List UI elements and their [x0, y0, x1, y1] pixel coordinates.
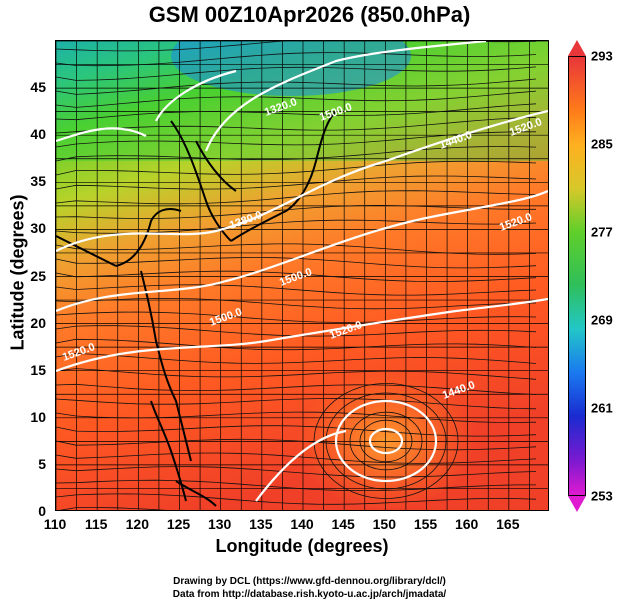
credit-drawing: Drawing by DCL (https://www.gfd-dennou.o…	[173, 576, 446, 587]
colorbar-tick-label: 253	[591, 488, 613, 504]
x-tick-label: 125	[166, 516, 191, 532]
x-tick-label: 145	[331, 516, 355, 532]
x-tick-label: 135	[249, 516, 273, 532]
cyclone-streamline	[325, 392, 447, 490]
cyclone-streamline	[359, 419, 413, 463]
streamline	[55, 438, 537, 451]
cyclone-streamline	[349, 411, 423, 471]
streamline	[55, 297, 537, 310]
map-plot-area: 1320.0 1380.0 1440.0 1500.0 1500.0 1500.0 1520…	[55, 16, 551, 519]
y-tick-label: 0	[38, 503, 46, 519]
streamline	[55, 338, 537, 351]
map-svg: 1320.01380.01440.01500.01500.01500.01520…	[55, 16, 551, 519]
streamline	[55, 160, 537, 176]
streamline	[55, 353, 537, 364]
streamline	[55, 397, 537, 410]
streamline	[55, 52, 537, 67]
colorbar-tick-label: 261	[591, 400, 613, 416]
streamline	[55, 479, 536, 491]
colorbar	[568, 56, 586, 496]
y-axis-label: Latitude (degrees)	[7, 194, 28, 351]
streamline	[55, 493, 537, 505]
streamline	[55, 90, 537, 108]
y-tick-label: 15	[30, 361, 46, 378]
y-tick-label: 40	[30, 126, 46, 143]
streamline	[55, 190, 537, 205]
y-tick-label: 35	[30, 173, 46, 190]
streamline	[55, 425, 537, 437]
colorbar-tick-label: 293	[591, 48, 613, 64]
x-tick-label: 155	[413, 516, 438, 532]
cyclone-streamline	[313, 382, 459, 499]
streamline	[55, 78, 537, 95]
x-tick-label: 140	[290, 516, 314, 532]
streamline	[55, 66, 537, 81]
x-tick-label: 120	[125, 516, 150, 532]
streamline	[55, 284, 537, 296]
streamline	[55, 116, 537, 134]
streamline	[55, 411, 537, 423]
x-tick-label: 130	[207, 516, 232, 532]
streamline	[55, 175, 537, 190]
y-tick-label: 30	[30, 220, 46, 237]
y-tick-label: 45	[30, 79, 46, 96]
coastlines	[55, 110, 337, 507]
colorbar-tick-label: 269	[591, 312, 613, 328]
colorbar-min-arrow	[568, 496, 586, 512]
x-tick-label: 160	[454, 516, 479, 532]
x-tick-label: 110	[43, 516, 67, 532]
x-axis-label: Longitude (degrees)	[215, 536, 389, 556]
streamline	[55, 146, 537, 162]
streamline	[55, 131, 536, 148]
geopotential-contours	[55, 39, 549, 502]
y-tick-label: 10	[30, 408, 46, 425]
streamline	[55, 311, 537, 323]
streamline	[55, 103, 537, 121]
x-tick-label: 165	[496, 516, 520, 532]
streamline	[55, 243, 537, 255]
y-tick-label: 5	[38, 455, 46, 472]
streamline	[55, 368, 537, 380]
colorbar-tick-label: 277	[591, 224, 613, 240]
chart-title: GSM 00Z10Apr2026 (850.0hPa)	[148, 2, 471, 27]
streamline	[55, 383, 537, 395]
x-tick-label: 115	[84, 516, 108, 532]
streamlines	[55, 37, 537, 519]
streamline	[55, 466, 537, 478]
colorbar-tick-label: 285	[591, 136, 613, 152]
y-tick-label: 20	[30, 314, 46, 331]
y-tick-label: 25	[30, 267, 46, 284]
credit-data: Data from http://database.rish.kyoto-u.a…	[172, 589, 447, 600]
streamline	[55, 270, 537, 283]
x-tick-label: 150	[372, 516, 397, 532]
streamline	[55, 37, 537, 52]
colorbar-max-arrow	[568, 40, 586, 56]
streamline	[55, 204, 536, 219]
